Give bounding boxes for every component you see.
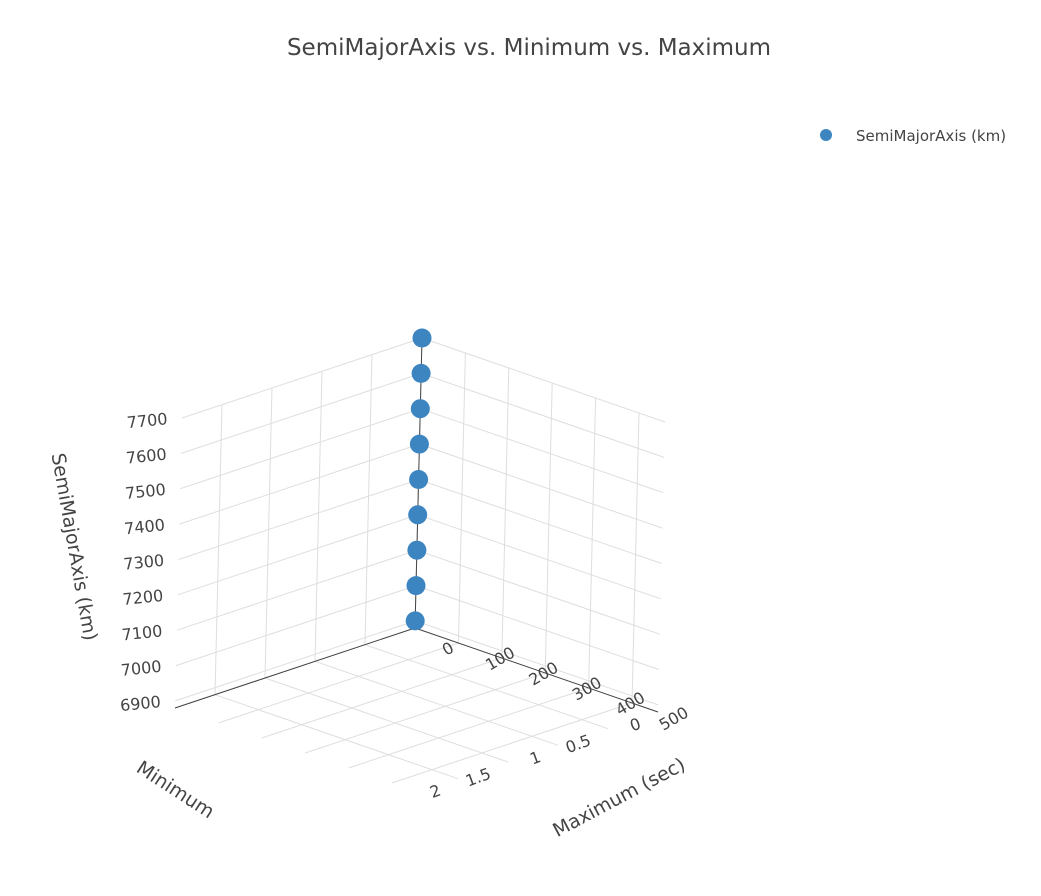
y-tick-label: 100	[482, 643, 518, 675]
chart-title: SemiMajorAxis vs. Minimum vs. Maximum	[287, 35, 771, 61]
grid-line	[176, 549, 418, 631]
data-point[interactable]	[410, 399, 430, 419]
grid-line	[419, 443, 663, 529]
axis-edge	[414, 627, 659, 713]
grid-line	[588, 397, 597, 689]
data-point[interactable]	[411, 363, 431, 383]
y-axis-title: Maximum (sec)	[549, 754, 689, 842]
x-tick-label: 0	[627, 714, 643, 735]
grid-line	[178, 479, 419, 560]
grid-line	[264, 387, 273, 679]
grid-line	[415, 585, 660, 671]
x-tick-label: 2	[427, 781, 443, 802]
grid-line	[420, 372, 665, 458]
grid-line	[631, 412, 640, 704]
grid-line	[501, 367, 510, 659]
grid-line	[314, 371, 323, 662]
y-tick-label: 200	[526, 658, 562, 690]
grid-line	[418, 479, 662, 564]
axis-edge	[174, 627, 416, 709]
grid-line	[420, 408, 664, 494]
data-point[interactable]	[409, 434, 429, 454]
grid-line	[364, 644, 609, 730]
z-axis-title: SemiMajorAxis (km)	[47, 451, 102, 642]
legend-entry-label: SemiMajorAxis (km)	[856, 127, 1006, 145]
grid-line	[218, 642, 459, 724]
grid-line	[214, 404, 223, 695]
x-axis-title: Minimum	[132, 757, 218, 823]
grid-line	[364, 354, 373, 645]
z-tick-label: 7300	[123, 551, 165, 574]
grid-line	[180, 408, 421, 490]
z-tick-label: 7200	[122, 586, 164, 609]
y-tick-label: 400	[612, 688, 648, 720]
grid-line	[264, 677, 509, 763]
grid-line	[421, 337, 666, 423]
data-point[interactable]	[406, 576, 426, 596]
grid-line	[417, 514, 661, 600]
grid-line	[314, 660, 559, 746]
grid-line	[214, 694, 459, 780]
y-tick-label: 300	[569, 673, 605, 705]
grid-line	[181, 337, 423, 419]
legend-marker	[820, 129, 832, 141]
plot-scene[interactable]: 6900 7000 7100 7200 7300 7400 7500 7600 7700 0 0.5…	[47, 328, 692, 842]
grid-line	[348, 687, 589, 769]
grid-line	[261, 657, 502, 739]
z-tick-label: 7100	[121, 621, 163, 644]
grid-line	[416, 549, 661, 635]
z-tick-label: 7600	[125, 444, 167, 467]
z-tick-label: 7700	[126, 409, 168, 432]
x-tick-label: 1	[527, 747, 543, 768]
z-tick-label: 7500	[124, 480, 166, 503]
data-point[interactable]	[408, 505, 428, 525]
grid-line	[177, 514, 418, 596]
grid-line	[305, 672, 546, 754]
grid-line	[544, 382, 553, 674]
z-tick-label: 6900	[119, 692, 161, 715]
grid-line	[415, 620, 659, 706]
x-tick-label: 1.5	[463, 764, 493, 791]
grid-line	[180, 372, 422, 454]
data-point[interactable]	[407, 540, 427, 560]
data-point[interactable]	[405, 611, 425, 631]
z-tick-label: 7400	[123, 515, 165, 538]
z-tick-label: 7000	[120, 657, 162, 680]
grid-line	[179, 443, 420, 525]
data-point[interactable]	[412, 328, 432, 348]
grid-line	[175, 585, 417, 667]
x-tick-label: 0.5	[563, 731, 593, 758]
grid-line	[175, 620, 416, 702]
y-tick-label: 500	[656, 703, 692, 735]
legend[interactable]: SemiMajorAxis (km)	[820, 127, 1006, 145]
grid-line	[391, 702, 633, 784]
grid-line	[457, 352, 466, 644]
data-point[interactable]	[409, 470, 429, 489]
